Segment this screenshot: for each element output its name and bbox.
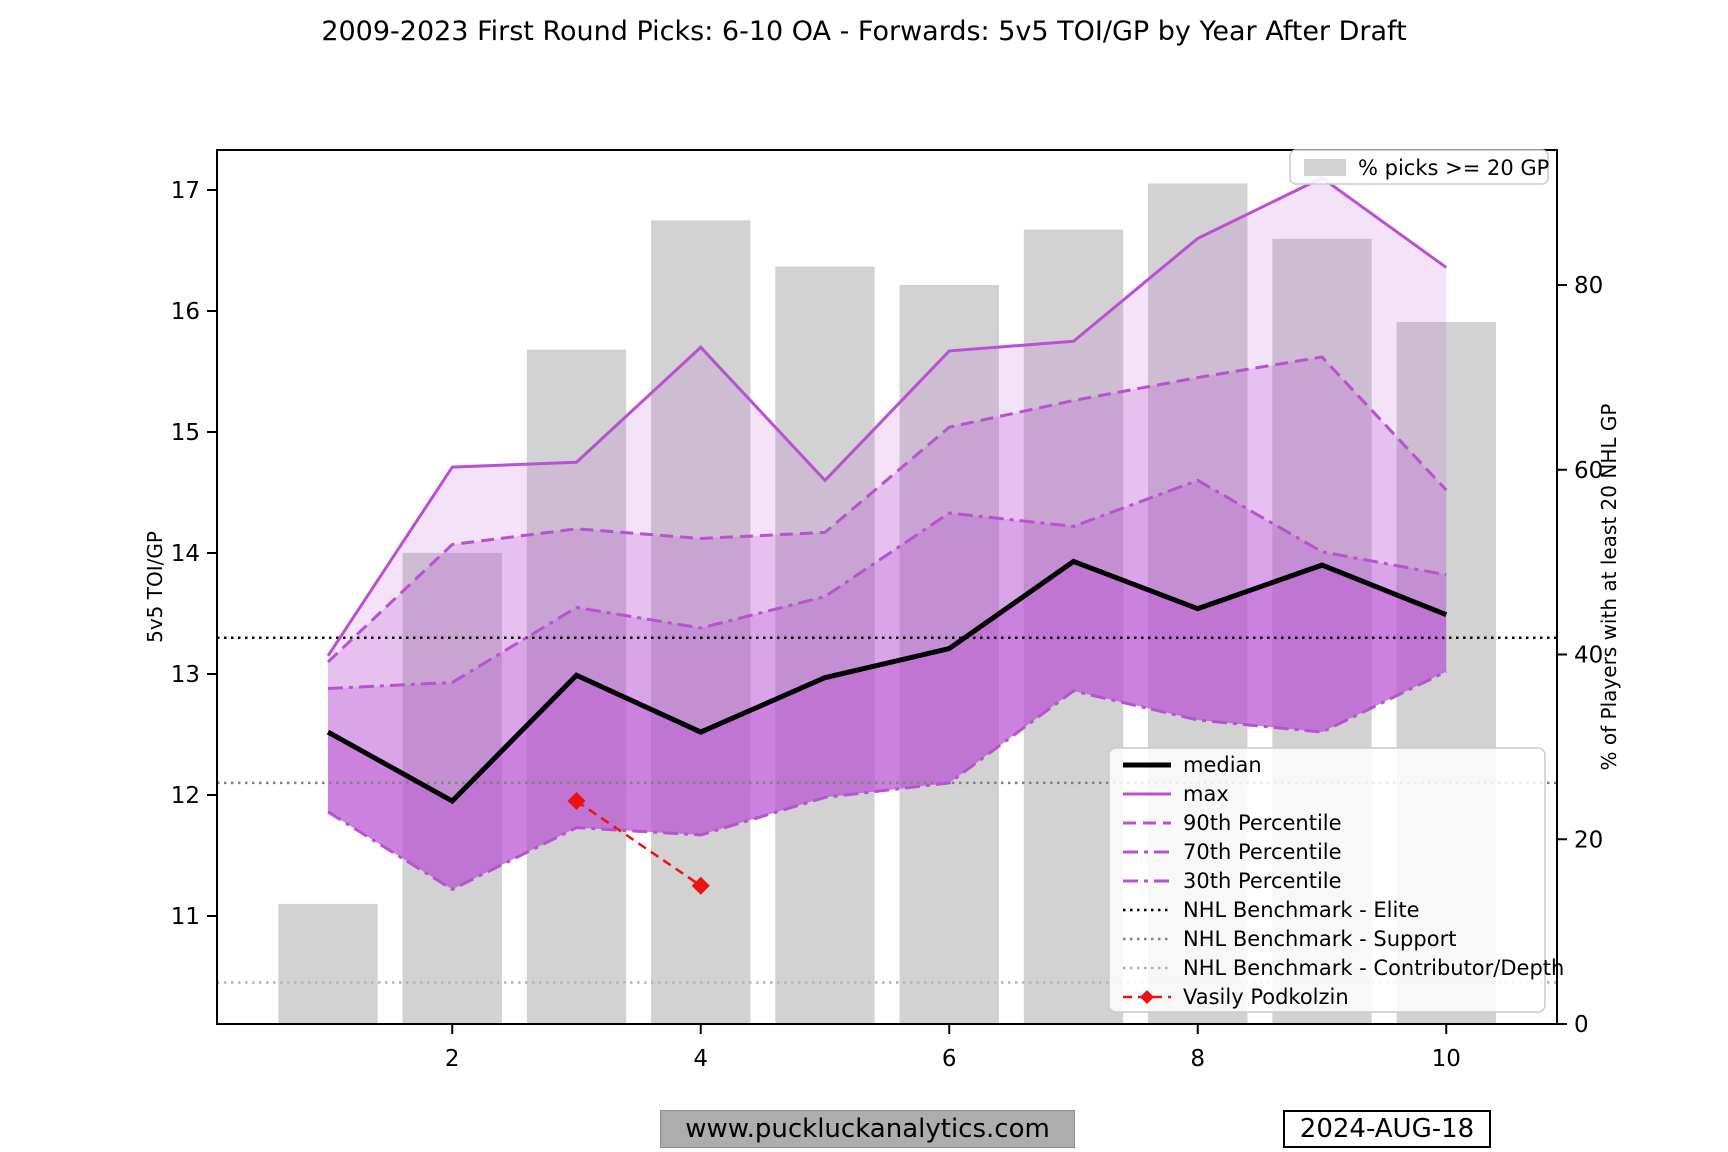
legend-row-podkolzin: Vasily Podkolzin — [1123, 985, 1349, 1009]
right-tick-label-40: 40 — [1574, 643, 1603, 669]
bar-legend-swatch — [1304, 159, 1346, 176]
right-tick-label-20: 20 — [1574, 827, 1603, 853]
left-tick-label-13: 13 — [171, 662, 200, 688]
bar-legend-box — [1289, 149, 1549, 185]
left-tick-label-15: 15 — [171, 420, 200, 446]
p30-line — [327, 670, 1447, 892]
date-text: 2024-AUG-18 — [1299, 1114, 1475, 1144]
band-1 — [328, 177, 1447, 662]
legend-row-p70: 70th Percentile — [1123, 840, 1342, 864]
left-axis-label: 5v5 TOI/GP — [143, 531, 167, 643]
podkolzin-marker-year-3 — [567, 792, 586, 811]
left-tick-label-11: 11 — [171, 904, 200, 930]
podkolzin-line — [575, 800, 702, 887]
legend-label-contributor: NHL Benchmark - Contributor/Depth — [1183, 956, 1564, 980]
legend-label-support: NHL Benchmark - Support — [1183, 927, 1456, 951]
legend-row-p90: 90th Percentile — [1123, 811, 1342, 835]
left-tick-label-16: 16 — [171, 299, 200, 325]
max-line — [326, 176, 1448, 657]
x-tick-label-8: 8 — [1190, 1046, 1205, 1072]
website-box: www.puckluckanalytics.com — [660, 1110, 1075, 1148]
legend-label-max: max — [1183, 782, 1229, 806]
right-axis-label: % of Players with at least 20 NHL GP — [1597, 404, 1621, 771]
x-tick-label-4: 4 — [693, 1046, 708, 1072]
legend-label-p90: 90th Percentile — [1183, 811, 1342, 835]
legend-sample-diamond — [1140, 990, 1154, 1004]
x-tick-label-2: 2 — [445, 1046, 460, 1072]
x-tick-label-10: 10 — [1432, 1046, 1461, 1072]
right-tick-label-80: 80 — [1574, 273, 1603, 299]
gp-bar-year-1 — [278, 903, 378, 1024]
chart-title: 2009-2023 First Round Picks: 6-10 OA - F… — [321, 16, 1407, 47]
p90-line — [326, 355, 1448, 663]
bar-legend-label: % picks >= 20 GP — [1358, 156, 1549, 180]
p70-line — [327, 478, 1447, 691]
legend-row-support: NHL Benchmark - Support — [1123, 927, 1456, 951]
legend-label-podkolzin: Vasily Podkolzin — [1183, 985, 1349, 1009]
date-box: 2024-AUG-18 — [1283, 1110, 1491, 1148]
legend-label-median: median — [1183, 753, 1262, 777]
legend-row-median: median — [1123, 753, 1262, 777]
legend-row-p30: 30th Percentile — [1123, 869, 1342, 893]
right-tick-label-60: 60 — [1574, 458, 1603, 484]
line-legend-box — [1108, 747, 1546, 1013]
left-tick-label-17: 17 — [171, 178, 200, 204]
legend-row-contributor: NHL Benchmark - Contributor/Depth — [1123, 956, 1564, 980]
band-2 — [328, 356, 1447, 689]
podkolzin-marker-year-4 — [691, 876, 710, 895]
legend-label-p30: 30th Percentile — [1183, 869, 1342, 893]
plot-frame — [216, 149, 1558, 1025]
x-tick-label-6: 6 — [942, 1046, 957, 1072]
right-tick-label-0: 0 — [1574, 1012, 1589, 1038]
legend-label-p70: 70th Percentile — [1183, 840, 1342, 864]
legend-row-elite: NHL Benchmark - Elite — [1123, 898, 1420, 922]
left-tick-label-12: 12 — [171, 783, 200, 809]
legend-label-elite: NHL Benchmark - Elite — [1183, 898, 1420, 922]
band-4 — [328, 561, 1447, 890]
median-line — [326, 558, 1448, 805]
legend-row-max: max — [1123, 782, 1229, 806]
left-tick-label-14: 14 — [171, 541, 200, 567]
website-text: www.puckluckanalytics.com — [685, 1114, 1050, 1144]
band-3 — [328, 480, 1447, 802]
